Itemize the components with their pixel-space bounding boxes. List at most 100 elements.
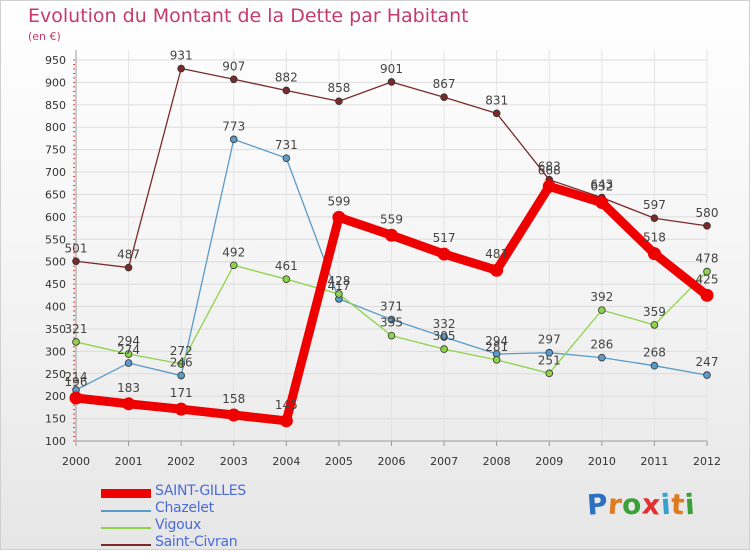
data-label-saint-gilles: 518: [643, 231, 666, 245]
series-lines: [69, 64, 714, 428]
data-point-vigoux: [387, 331, 396, 340]
data-point-saint-gilles: [332, 210, 346, 224]
x-tick-label: 2001: [115, 455, 143, 468]
data-label-vigoux: 272: [170, 344, 193, 358]
data-point-vigoux: [282, 275, 291, 283]
legend-swatch: [101, 527, 151, 529]
proxiti-logo: Proxiti: [586, 487, 696, 522]
data-label-vigoux: 359: [643, 305, 666, 319]
data-label-vigoux: 251: [538, 353, 561, 367]
data-point-chazelet: [650, 361, 659, 370]
data-label-saint-gilles: 425: [696, 272, 719, 286]
y-tick-label: 800: [45, 121, 66, 134]
data-label-saint-gilles: 668: [538, 163, 561, 177]
data-point-saint-gilles: [490, 263, 504, 277]
chart-subtitle: (en €): [28, 30, 61, 43]
data-point-vigoux: [229, 261, 238, 270]
data-label-saint-civran: 683: [538, 160, 561, 174]
data-label-saint-civran: 858: [327, 81, 350, 95]
data-point-saint-gilles: [122, 397, 136, 411]
data-point-vigoux: [545, 369, 554, 378]
data-label-saint-gilles: 559: [380, 212, 403, 226]
data-point-vigoux: [440, 345, 448, 353]
data-label-chazelet: 332: [433, 317, 456, 331]
y-tick-label: 900: [45, 76, 66, 89]
data-label-saint-civran: 501: [65, 241, 88, 255]
data-point-saint-gilles: [647, 247, 661, 261]
data-labels: 196 183 171 158 145 599 559 517 481 668 632 518 425 2…: [65, 49, 719, 412]
y-tick-label: 150: [45, 413, 66, 426]
data-label-vigoux: 392: [590, 290, 613, 304]
data-label-vigoux: 461: [275, 259, 298, 273]
x-tick-label: 2005: [325, 455, 353, 468]
data-point-saint-civran: [387, 78, 396, 86]
data-label-saint-civran: 867: [433, 77, 456, 91]
logo-letter: i: [683, 487, 696, 522]
y-tick-label: 350: [45, 323, 66, 336]
data-point-saint-civran: [72, 257, 80, 266]
data-label-saint-civran: 931: [170, 49, 193, 63]
data-point-saint-civran: [650, 214, 659, 223]
data-point-chazelet: [387, 315, 396, 324]
legend-label: Chazelet: [155, 500, 214, 516]
data-point-saint-civran: [703, 222, 711, 230]
logo-letter: x: [640, 487, 662, 522]
data-label-chazelet: 247: [696, 355, 719, 369]
x-tick-label: 2008: [483, 455, 511, 468]
x-tick-label: 2003: [220, 455, 248, 468]
data-label-saint-gilles: 196: [65, 375, 88, 389]
x-tick-label: 2009: [535, 455, 563, 468]
data-label-chazelet: 286: [590, 338, 613, 352]
data-label-saint-civran: 907: [222, 59, 245, 73]
y-tick-label: 400: [45, 301, 66, 314]
data-label-chazelet: 417: [327, 279, 350, 293]
data-point-saint-gilles: [542, 179, 556, 193]
y-tick-label: 600: [45, 211, 66, 224]
data-point-saint-gilles: [69, 391, 83, 405]
x-tick-label: 2004: [272, 455, 300, 468]
data-label-saint-civran: 487: [117, 248, 140, 262]
data-point-saint-gilles: [700, 288, 714, 302]
data-label-saint-civran: 901: [380, 62, 403, 76]
data-point-saint-civran: [177, 64, 185, 73]
y-tick-label: 450: [45, 278, 66, 291]
data-point-chazelet: [598, 353, 606, 362]
data-label-vigoux: 305: [433, 329, 456, 343]
data-label-saint-gilles: 517: [433, 231, 456, 245]
data-label-saint-gilles: 158: [222, 392, 245, 406]
data-label-saint-civran: 882: [275, 70, 298, 84]
data-point-saint-civran: [229, 75, 238, 84]
logo-letter: o: [621, 487, 644, 522]
data-point-saint-gilles: [385, 228, 398, 242]
data-point-vigoux: [335, 290, 343, 298]
data-point-chazelet: [545, 348, 554, 357]
data-point-vigoux: [72, 338, 80, 346]
data-label-chazelet: 274: [117, 343, 140, 357]
data-label-chazelet: 268: [643, 346, 666, 360]
data-label-vigoux: 321: [65, 322, 88, 336]
data-point-chazelet: [282, 154, 291, 162]
data-label-saint-gilles: 183: [117, 381, 140, 395]
y-tick-label: 650: [45, 188, 66, 201]
data-point-saint-civran: [282, 86, 291, 95]
data-point-vigoux: [492, 356, 501, 364]
data-point-saint-gilles: [595, 196, 609, 210]
data-point-saint-gilles: [279, 414, 293, 428]
legend-swatch: [101, 489, 151, 498]
y-tick-label: 250: [45, 368, 66, 381]
data-label-saint-civran: 580: [696, 206, 719, 220]
data-label-vigoux: 492: [222, 245, 245, 259]
data-point-chazelet: [124, 359, 133, 367]
data-point-chazelet: [177, 371, 185, 380]
data-label-chazelet: 297: [538, 333, 561, 347]
data-label-chazelet: 294: [485, 334, 508, 348]
legend-label: Vigoux: [155, 517, 201, 533]
y-tick-label: 550: [45, 233, 66, 246]
data-point-chazelet: [440, 333, 448, 341]
data-point-saint-gilles: [227, 408, 241, 422]
data-label-saint-gilles: 145: [275, 398, 298, 412]
data-point-vigoux: [650, 321, 659, 329]
data-point-chazelet: [229, 135, 238, 144]
data-label-chazelet: 246: [170, 356, 193, 370]
